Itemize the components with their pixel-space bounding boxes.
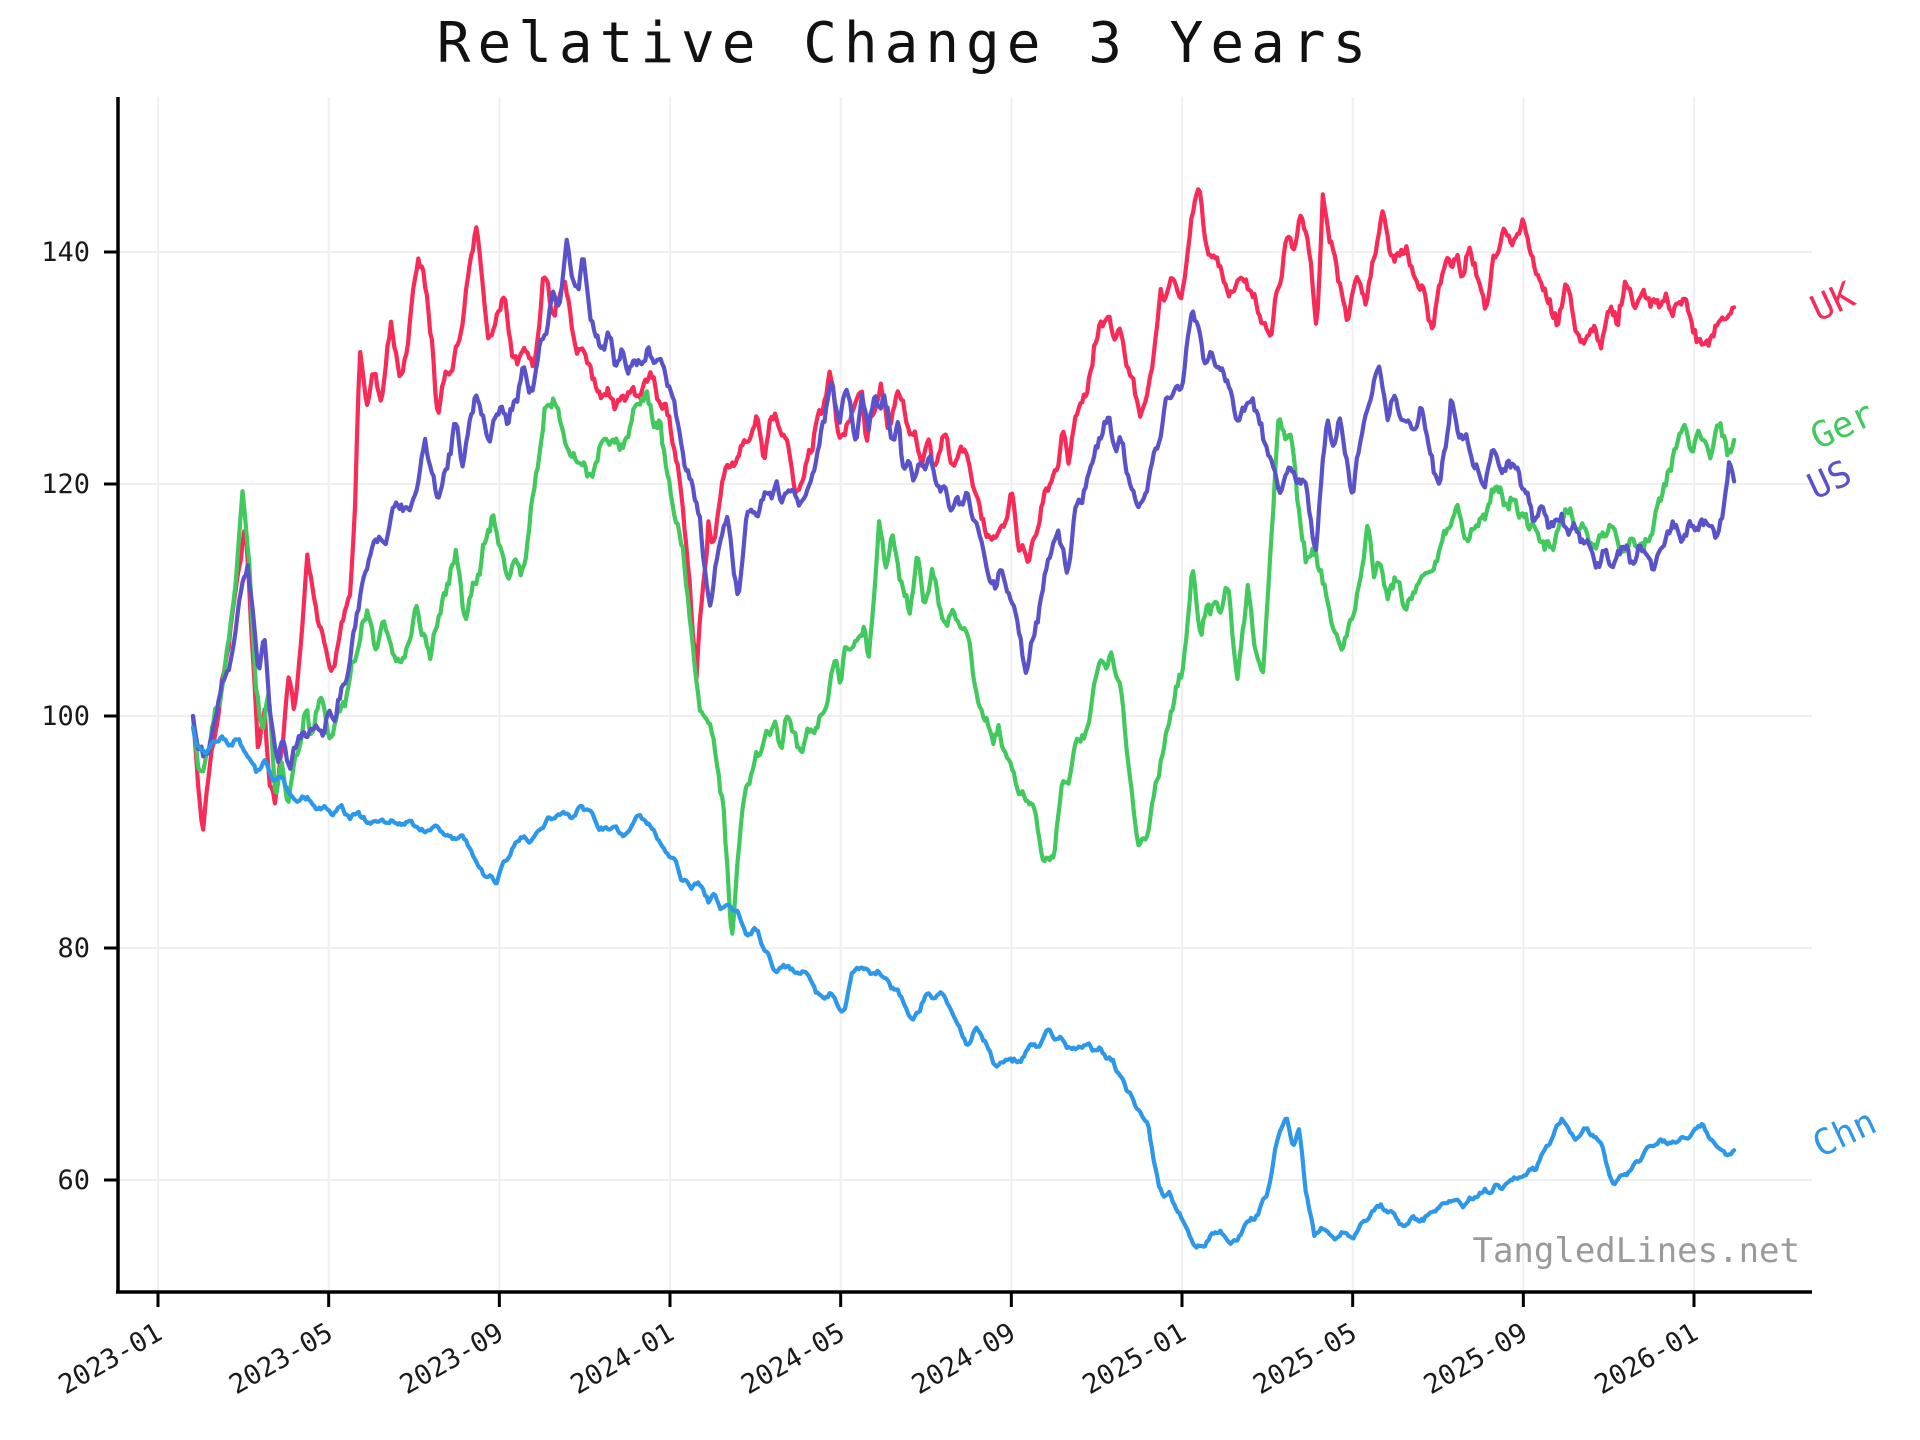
series-label-chn: Chn — [1806, 1102, 1882, 1167]
x-tick-label: 2025-01 — [1077, 1317, 1191, 1401]
y-tick-label: 80 — [57, 933, 90, 964]
x-tick-label: 2023-05 — [224, 1317, 338, 1401]
x-tick-label: 2026-01 — [1589, 1317, 1703, 1401]
x-tick-label: 2025-05 — [1248, 1317, 1362, 1401]
x-tick-label: 2024-01 — [565, 1317, 679, 1401]
axes-spines — [116, 97, 1812, 1294]
x-tick-label: 2023-01 — [53, 1317, 167, 1401]
chart-title: Relative Change 3 Years — [437, 11, 1373, 76]
series-line-ger — [190, 389, 1737, 936]
series-lines — [190, 187, 1737, 1250]
series-line-chn — [190, 725, 1737, 1250]
series-label-us: US — [1801, 453, 1858, 508]
x-tick-label: 2024-05 — [736, 1317, 850, 1401]
x-tick-label: 2023-09 — [395, 1317, 509, 1401]
y-tick-label: 100 — [41, 701, 90, 732]
gridlines — [118, 97, 1812, 1292]
series-label-ger: Ger — [1804, 394, 1880, 459]
series-line-us — [190, 237, 1737, 771]
x-tick-label: 2024-09 — [907, 1317, 1021, 1401]
x-tick-label: 2025-09 — [1419, 1317, 1533, 1401]
series-label-uk: UK — [1804, 275, 1861, 331]
y-tick-label: 60 — [57, 1165, 90, 1196]
series-line-uk — [190, 187, 1737, 832]
y-tick-label: 140 — [41, 237, 90, 268]
watermark: TangledLines.net — [1472, 1231, 1800, 1271]
y-tick-label: 120 — [41, 469, 90, 500]
